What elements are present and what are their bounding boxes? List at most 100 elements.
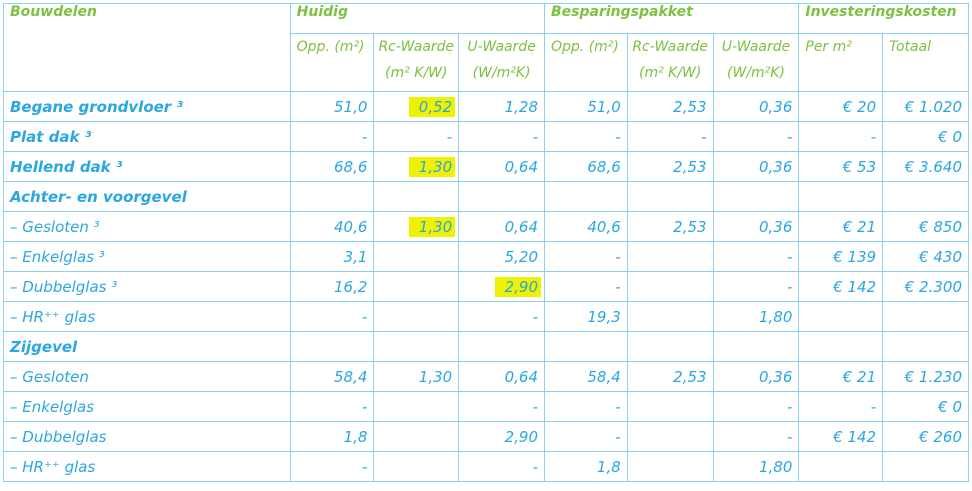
cell-totaal: € 0: [882, 121, 969, 152]
cell-huidig-u: -: [458, 121, 546, 152]
table-row: – Gesloten ³ 40,6 1,30 0,64 40,6 2,53 0,36 € 21…: [3, 211, 969, 242]
cell-besparing-opp: 58,4: [544, 361, 628, 392]
cell-huidig-opp: 16,2: [289, 271, 375, 302]
table-row: – HR⁺⁺ glas - -19,3 1,80: [3, 301, 969, 332]
cell-per-m2: € 21: [798, 361, 884, 392]
table-row: – Gesloten 58,4 1,30 0,64 58,4 2,53 0,36 € 21 € …: [3, 361, 969, 392]
cell-per-m2: [798, 451, 884, 482]
cell-besparing-rc: 2,53: [626, 91, 714, 122]
cell-besparing-u: [712, 181, 800, 212]
cell-besparing-u: 0,36: [712, 91, 800, 122]
cell-huidig-rc: 1,30: [373, 211, 460, 242]
cell-besparing-rc: -: [626, 121, 714, 152]
cell-besparing-u: -: [712, 121, 800, 152]
cell-besparing-rc: 2,53: [626, 211, 714, 242]
row-label: – HR⁺⁺ glas: [3, 451, 291, 482]
highlighted-value: 2,90: [494, 276, 542, 297]
cell-huidig-u: 2,90: [458, 421, 546, 452]
cell-huidig-opp: -: [289, 391, 375, 422]
cell-besparing-u: -: [712, 391, 800, 422]
subheader-totaal: Totaal: [882, 33, 969, 92]
row-label: Hellend dak ³: [3, 151, 291, 182]
row-label: Achter- en voorgevel: [3, 181, 291, 212]
row-label: – Gesloten ³: [3, 211, 291, 242]
cell-per-m2: -: [798, 121, 884, 152]
cell-per-m2: € 20: [798, 91, 884, 122]
cell-huidig-opp: -: [289, 301, 375, 332]
cell-totaal: € 850: [882, 211, 969, 242]
cell-per-m2: € 142: [798, 421, 884, 452]
cell-totaal: [882, 451, 969, 482]
table-body: Begane grondvloer ³ 51,0 0,52 1,28 51,0 2,53 0…: [3, 91, 969, 482]
cell-totaal: € 430: [882, 241, 969, 272]
header-besparingspakket: Besparingspakket: [544, 3, 800, 34]
table-row: – HR⁺⁺ glas - -1,8 1,80: [3, 451, 969, 482]
row-label: Zijgevel: [3, 331, 291, 362]
row-label: – Dubbelglas ³: [3, 271, 291, 302]
cell-huidig-u: 1,28: [458, 91, 546, 122]
section-row: Zijgevel: [3, 331, 969, 362]
cell-huidig-u: 0,64: [458, 211, 546, 242]
cell-besparing-opp: 68,6: [544, 151, 628, 182]
highlighted-value: 1,30: [408, 156, 456, 177]
cell-per-m2: [798, 301, 884, 332]
cell-per-m2: € 21: [798, 211, 884, 242]
cell-besparing-opp: [544, 331, 628, 362]
cell-huidig-opp: 1,8: [289, 421, 375, 452]
cell-besparing-rc: [626, 181, 714, 212]
cell-huidig-rc: [373, 451, 460, 482]
cell-huidig-rc: [373, 301, 460, 332]
cell-besparing-u: -: [712, 421, 800, 452]
row-label: – HR⁺⁺ glas: [3, 301, 291, 332]
subheader-huidig-rc: Rc-Waarde (m² K/W): [373, 33, 460, 92]
row-label: – Dubbelglas: [3, 421, 291, 452]
cell-besparing-rc: 2,53: [626, 151, 714, 182]
subheader-per-m2: Per m²: [798, 33, 884, 92]
cell-huidig-opp: 68,6: [289, 151, 375, 182]
cell-besparing-opp: [544, 181, 628, 212]
table-row: – Enkelglas - - - - - € 0: [3, 391, 969, 422]
cell-huidig-u: [458, 181, 546, 212]
cell-besparing-u: [712, 331, 800, 362]
cell-huidig-rc: 0,52: [373, 91, 460, 122]
cell-totaal: € 3.640: [882, 151, 969, 182]
cell-besparing-u: 1,80: [712, 301, 800, 332]
cell-besparing-opp: -: [544, 121, 628, 152]
cell-totaal: € 1.230: [882, 361, 969, 392]
subheader-besparing-u: U-Waarde (W/m²K): [712, 33, 800, 92]
cell-besparing-opp: -: [544, 391, 628, 422]
cell-besparing-u: 0,36: [712, 151, 800, 182]
row-label: Begane grondvloer ³: [3, 91, 291, 122]
cell-besparing-opp: 40,6: [544, 211, 628, 242]
highlighted-value: 1,30: [408, 216, 456, 237]
cell-totaal: [882, 331, 969, 362]
cell-besparing-opp: -: [544, 241, 628, 272]
cell-huidig-opp: 58,4: [289, 361, 375, 392]
cell-totaal: € 260: [882, 421, 969, 452]
cell-besparing-rc: 2,53: [626, 361, 714, 392]
cell-besparing-u: -: [712, 241, 800, 272]
cell-totaal: € 0: [882, 391, 969, 422]
cell-huidig-opp: -: [289, 121, 375, 152]
cell-huidig-u: 0,64: [458, 361, 546, 392]
table-row: – Dubbelglas 1,8 2,90- - € 142 € 260: [3, 421, 969, 452]
header-row-groups: Bouwdelen Huidig Besparingspakket Invest…: [3, 3, 969, 92]
row-label: Plat dak ³: [3, 121, 291, 152]
cell-totaal: [882, 181, 969, 212]
cell-besparing-opp: -: [544, 271, 628, 302]
cell-besparing-opp: -: [544, 421, 628, 452]
header-bouwdelen: Bouwdelen: [3, 3, 291, 92]
cell-huidig-opp: 3,1: [289, 241, 375, 272]
cell-huidig-u: -: [458, 391, 546, 422]
cell-huidig-opp: 40,6: [289, 211, 375, 242]
cell-besparing-u: 1,80: [712, 451, 800, 482]
header-row-subcolumns: Opp. (m²) Rc-Waarde (m² K/W) U-Waarde (W/m…: [4, 33, 969, 92]
cell-per-m2: -: [798, 391, 884, 422]
cell-besparing-rc: [626, 301, 714, 332]
cell-besparing-u: 0,36: [712, 361, 800, 392]
cell-besparing-rc: [626, 271, 714, 302]
cell-totaal: [882, 301, 969, 332]
subheader-huidig-u: U-Waarde (W/m²K): [458, 33, 546, 92]
cell-huidig-opp: 51,0: [289, 91, 375, 122]
cell-huidig-opp: [289, 181, 375, 212]
